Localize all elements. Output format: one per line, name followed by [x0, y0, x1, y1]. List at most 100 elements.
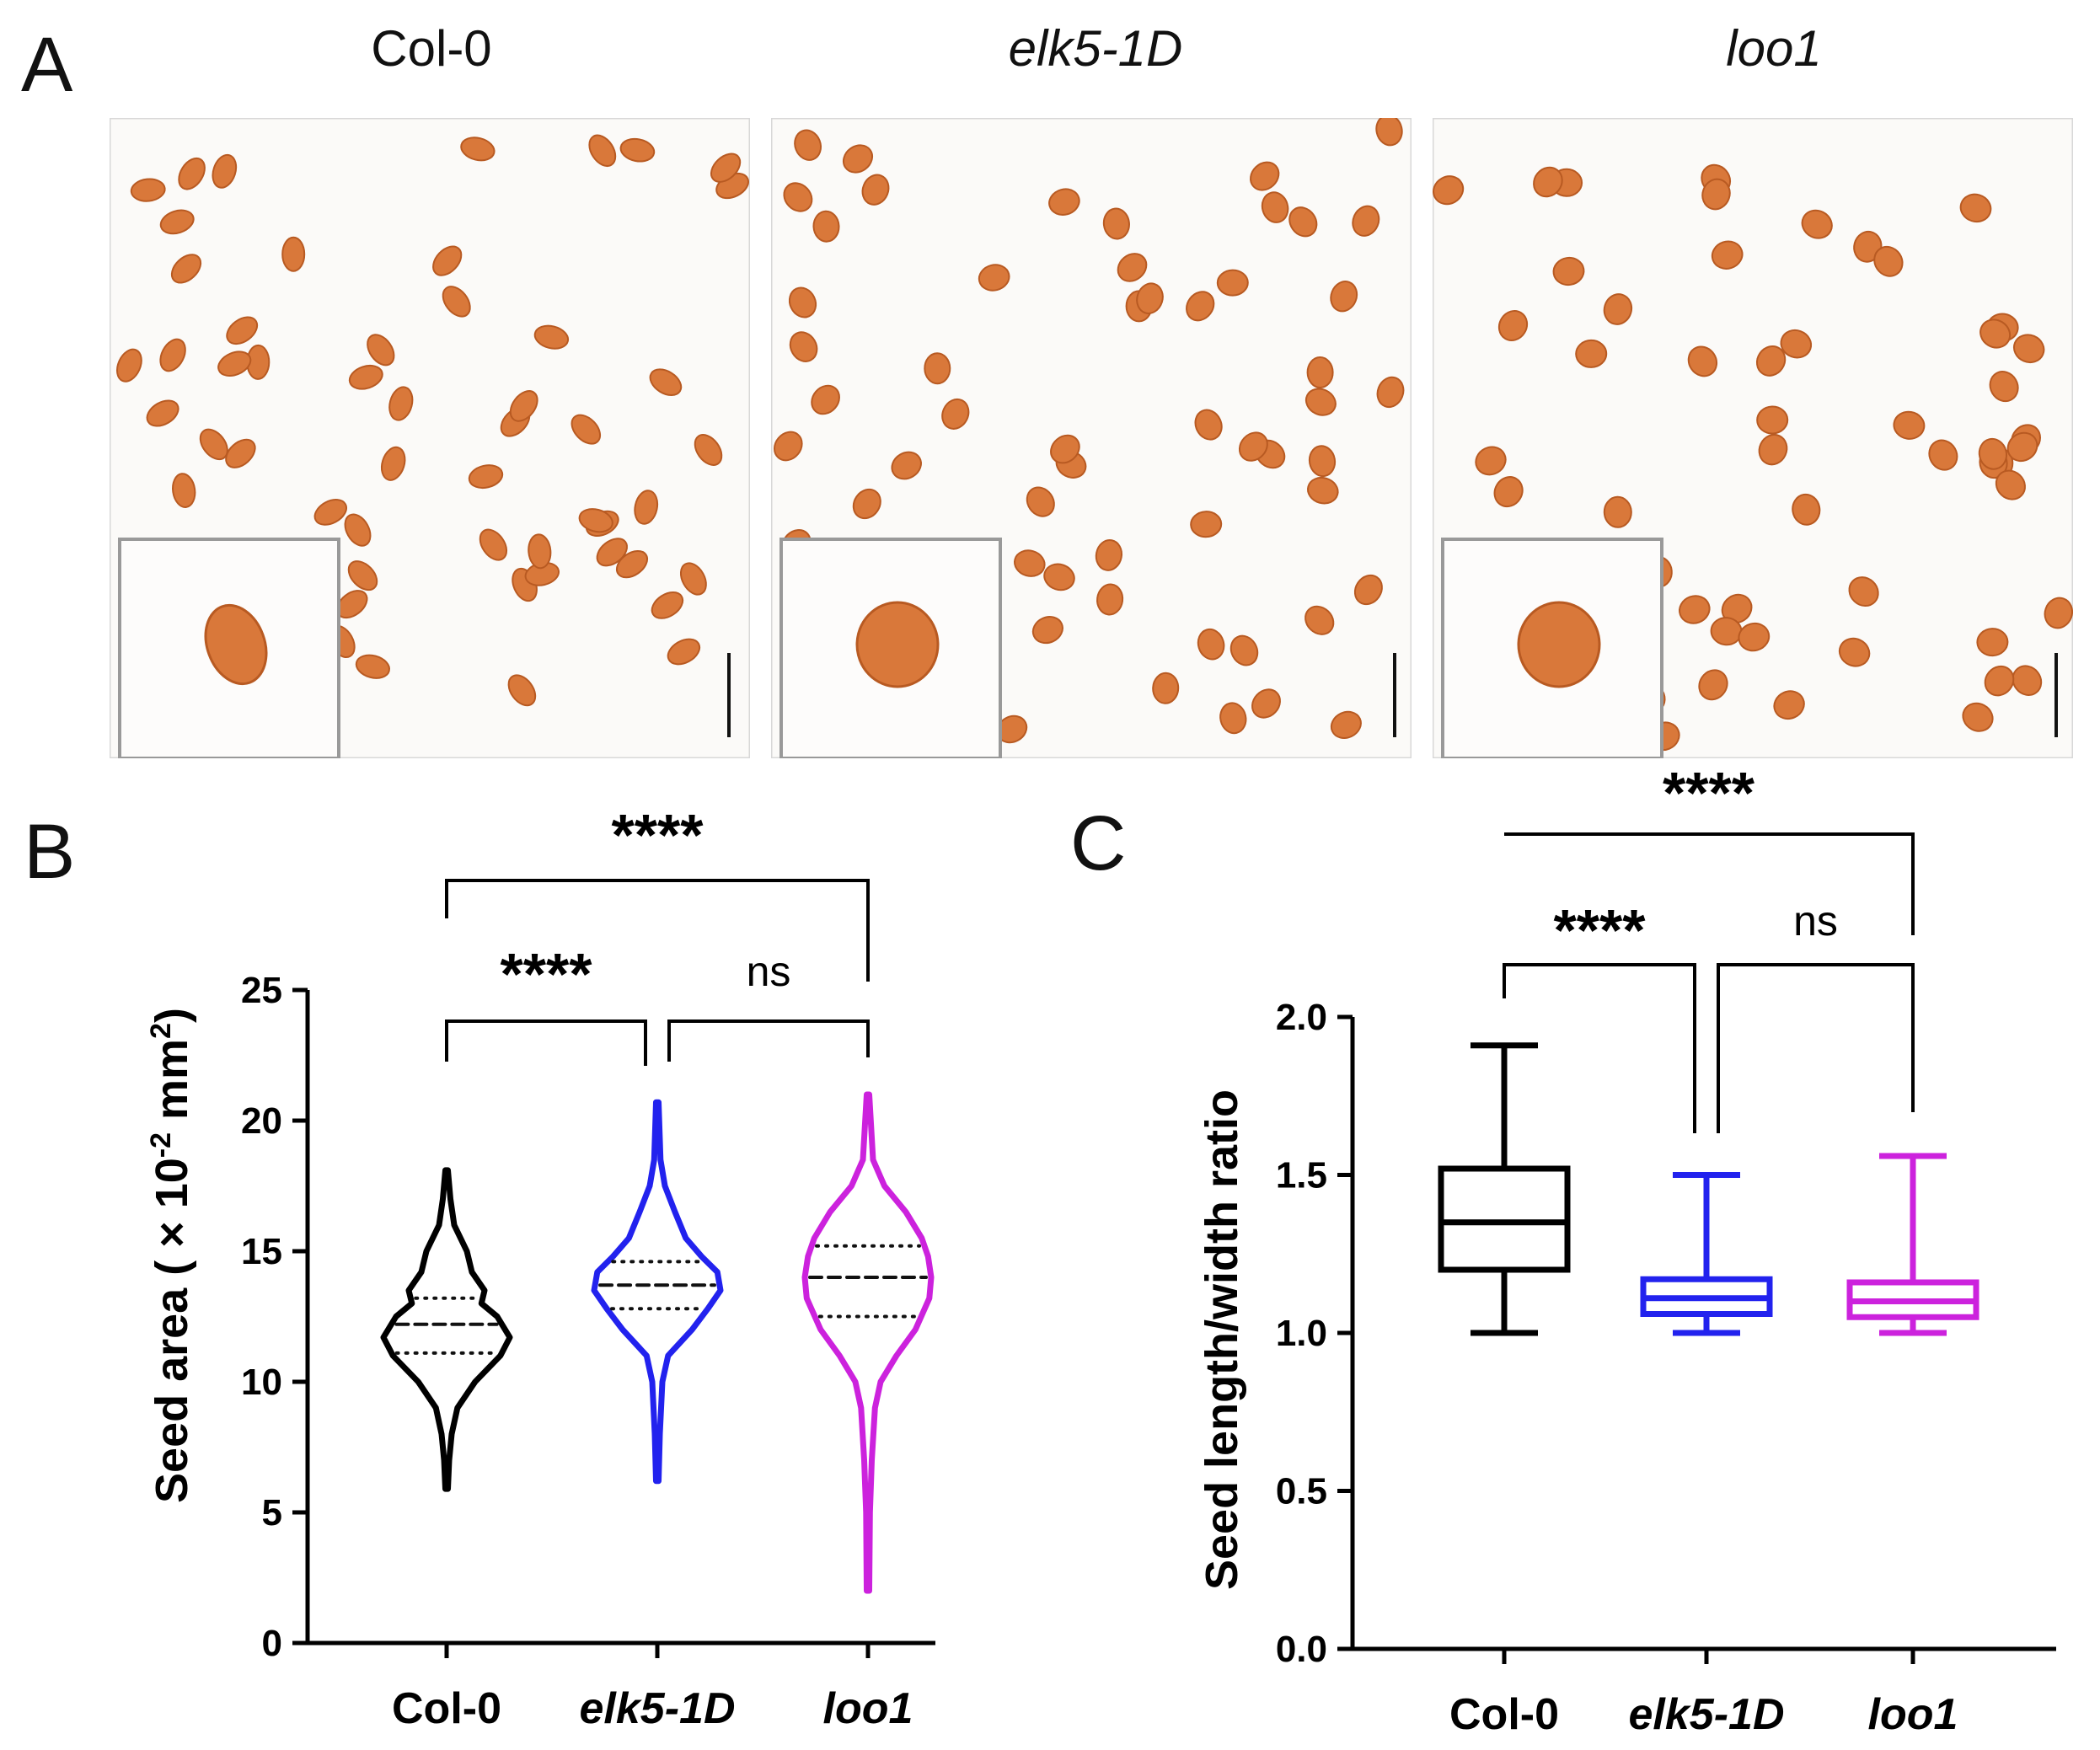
seed	[1376, 376, 1405, 409]
seed	[1190, 511, 1223, 538]
seed	[1250, 161, 1280, 191]
seed	[217, 351, 252, 377]
seed	[812, 210, 840, 243]
seed	[460, 136, 496, 162]
seed	[388, 386, 414, 421]
seed	[432, 245, 463, 276]
inset-seed	[1517, 601, 1601, 688]
significance-label: ns	[747, 948, 791, 995]
seed	[159, 338, 186, 372]
seed	[1096, 583, 1124, 616]
seed	[507, 674, 537, 707]
seed	[1552, 256, 1585, 286]
seed	[2012, 665, 2043, 696]
seed	[783, 182, 813, 212]
seed	[1698, 669, 1728, 701]
seed	[788, 286, 817, 318]
panel-a: A Col-0 elk5-1D loo1	[21, 20, 2073, 758]
seed	[1773, 690, 1805, 720]
y-tick-label: 10	[241, 1362, 282, 1403]
y-tick-label: 15	[241, 1231, 282, 1272]
seed	[2012, 334, 2045, 364]
x-category-label: elk5-1D	[580, 1684, 736, 1733]
seed	[172, 473, 196, 508]
seed	[1251, 688, 1281, 719]
seed	[1136, 282, 1164, 314]
violin-loo1	[801, 1091, 935, 1594]
seed	[1307, 476, 1339, 505]
inset-seed	[204, 603, 268, 686]
significance-label: ns	[1793, 897, 1838, 945]
seed	[578, 508, 613, 533]
panel-b-label: B	[24, 809, 75, 895]
seed	[1197, 628, 1225, 661]
seed	[1216, 269, 1249, 297]
seed	[380, 446, 406, 481]
panel-c-label: C	[1070, 800, 1126, 886]
seed	[789, 331, 818, 362]
seed	[130, 178, 166, 202]
y-tick-label: 0.0	[1276, 1629, 1327, 1670]
panel-b: B Seed area ( × 10-2 mm2) 0 5 10 15 20 25 Col-…	[24, 802, 935, 1733]
seed	[649, 368, 683, 396]
seed	[1152, 672, 1180, 704]
seed	[1701, 178, 1731, 211]
seed	[1330, 281, 1358, 313]
seed	[313, 499, 347, 526]
seed	[1304, 605, 1335, 635]
seed	[667, 638, 701, 666]
seed-photo-col0	[110, 118, 750, 758]
seed	[178, 157, 206, 190]
seed	[170, 254, 202, 284]
seed	[1306, 356, 1334, 388]
seed	[1873, 245, 1904, 277]
seed	[1893, 410, 1926, 440]
seed	[571, 414, 602, 445]
seed	[1229, 634, 1259, 666]
y-tick-label: 1.0	[1276, 1313, 1327, 1354]
seed-photo-elk5	[771, 118, 1412, 758]
seed	[1711, 240, 1744, 270]
y-tick-label: 0	[262, 1623, 282, 1664]
y-tick-label: 1.5	[1276, 1155, 1327, 1196]
seed	[941, 398, 970, 430]
significance-label: ****	[1554, 897, 1647, 963]
significance-bracket	[445, 1019, 647, 1066]
seed	[596, 538, 628, 567]
seed	[1043, 563, 1075, 591]
seed	[1780, 329, 1813, 359]
significance-label: ****	[1663, 760, 1755, 826]
seed	[1493, 476, 1524, 508]
seed	[634, 490, 659, 525]
seed	[1738, 622, 1771, 652]
seed	[146, 399, 179, 427]
seed	[159, 209, 195, 235]
seed	[1978, 437, 2008, 470]
seed	[1497, 310, 1529, 341]
seed	[344, 513, 372, 547]
seed	[347, 560, 378, 591]
seed	[619, 137, 656, 163]
panel-a-label: A	[21, 22, 73, 108]
seed	[1575, 339, 1608, 368]
photo-title-loo1: loo1	[1726, 20, 1821, 77]
box-col-0	[1438, 1042, 1571, 1336]
seed	[710, 153, 742, 183]
seed	[978, 264, 1010, 292]
panel-c: C Seed length/width ratio 0.0 0.5 1.0 1.5 2.…	[1070, 760, 2056, 1739]
seed	[1238, 431, 1268, 462]
seed	[225, 438, 256, 468]
seed	[1261, 191, 1289, 223]
seed	[1475, 446, 1507, 476]
seed	[1050, 434, 1080, 464]
seed	[1433, 175, 1465, 206]
seed	[1117, 253, 1148, 282]
seed	[1848, 576, 1879, 607]
box-chart: 0.0 0.5 1.0 1.5 2.0 Col-0 elk5-1D loo1 **** **** n…	[1276, 760, 2056, 1739]
seed	[281, 236, 306, 272]
box-elk5-1d	[1640, 1172, 1773, 1336]
seed	[479, 528, 508, 561]
seed	[1838, 637, 1871, 667]
seed	[1026, 486, 1055, 517]
